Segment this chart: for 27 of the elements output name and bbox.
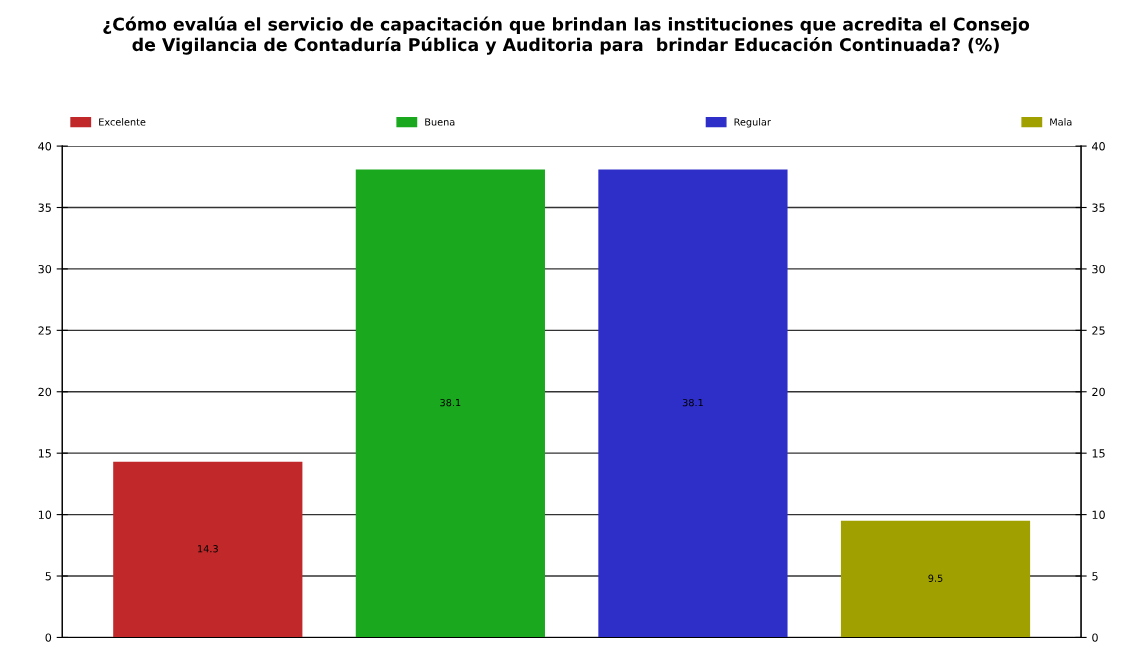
y-tick-label: 40 [38,142,52,151]
data-label: 38.1 [440,398,461,407]
y-tick-label: 35 [38,203,51,212]
y-tick-label: 15 [38,449,51,458]
legend-label: Regular [734,118,771,128]
y2-tick-label: 10 [1092,510,1105,519]
chart-title: ¿Cómo evalúa el servicio de capacitación que brindan las instituciones que acredita el Consejo de Vigilancia de Contaduría Pública y Auditoria para brindar Educación Continuada? (%) [103,16,1030,55]
y2-tick-label: 15 [1092,449,1105,458]
data-label: 38.1 [682,398,703,407]
legend-label: Buena [425,118,455,126]
y2-tick-label: 5 [1092,572,1098,581]
data-label: 14.3 [198,545,218,553]
data-label: 9.5 [928,574,943,582]
y2-tick-label: 35 [1092,203,1105,212]
y-tick-label: 25 [38,326,51,335]
y2-tick-label: 30 [1092,264,1105,274]
y-tick-label: 5 [45,572,51,581]
legend-label: Mala [1050,118,1072,126]
y-tick-label: 10 [38,510,52,519]
y-tick-label: 30 [38,264,52,274]
legend-label: Excelente [99,118,146,126]
y-tick-label: 0 [45,633,52,642]
y2-tick-label: 40 [1092,142,1105,151]
y2-tick-label: 0 [1092,633,1098,642]
y2-tick-label: 25 [1092,326,1105,335]
y-tick-label: 20 [38,387,52,397]
y2-tick-label: 20 [1092,387,1105,397]
